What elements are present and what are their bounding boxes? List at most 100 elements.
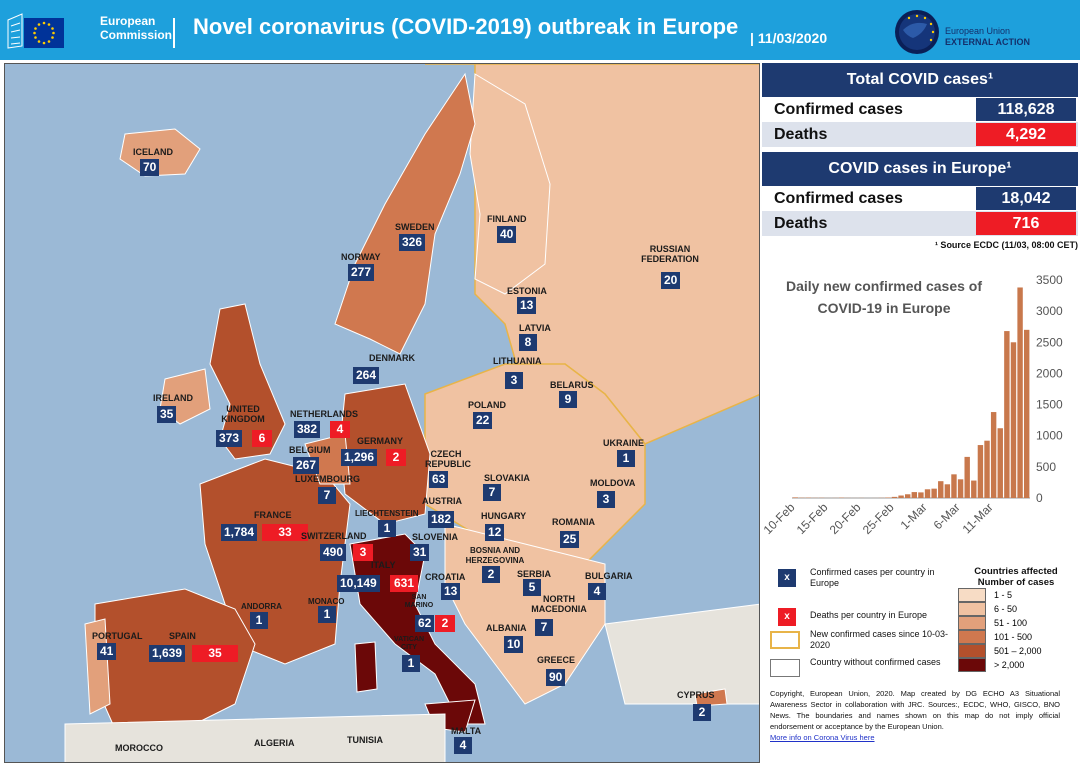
uk-region (209, 303, 286, 460)
daily-cases-chart: 0 500 1000 1500 2000 2500 3000 3500 10-Feb15-Feb… (762, 273, 1063, 537)
country-label-albania: ALBANIA (486, 623, 527, 633)
country-label-belgium: BELGIUM (289, 445, 331, 455)
chart-y-tick-label: 0 (1036, 491, 1043, 505)
chart-bar (918, 492, 924, 498)
country-label-bulgaria: BULGARIA (585, 571, 633, 581)
chart-x-tick-label: 10-Feb (762, 500, 798, 537)
total-cases-header: Total COVID cases¹ (762, 63, 1078, 97)
map-shapes (64, 64, 759, 762)
cases-badge-latvia: 8 (519, 334, 537, 351)
header-bar: European Commission Novel coronavirus (C… (0, 0, 1080, 60)
ramp-row: 101 - 500 (956, 630, 1076, 644)
chart-bar (944, 484, 951, 498)
chart-bar (964, 456, 970, 498)
total-deaths-label: Deaths (774, 126, 828, 143)
chart-y-tick-label: 500 (1036, 460, 1056, 474)
country-label-tunisia: TUNISIA (347, 735, 383, 745)
total-confirmed-value: 118,628 (976, 98, 1076, 121)
country-label-san-marino: SAN MARINO (404, 594, 434, 609)
ramp-swatch (958, 630, 986, 644)
cases-badge-estonia: 13 (517, 297, 537, 314)
chart-bar (938, 481, 944, 498)
ramp-label: 51 - 100 (994, 618, 1028, 628)
finland-region (469, 73, 551, 295)
chart-bar (951, 474, 957, 498)
chart-bar (990, 412, 997, 498)
europe-map: ICELAND 70 NORWAY 277 SWEDEN 326 FINLAND… (4, 63, 760, 763)
legend-new-swatch (770, 631, 800, 649)
ramp-swatch (958, 658, 986, 672)
total-confirmed-row: Confirmed cases 118,628 (762, 97, 1078, 122)
ramp-swatch (958, 602, 986, 616)
cases-badge-monaco: 1 (318, 606, 336, 623)
chart-y-tick-label: 3500 (1036, 273, 1063, 287)
country-label-monaco: MONACO (308, 597, 345, 606)
cases-badge-iceland: 70 (140, 159, 160, 176)
country-label-slovenia: SLOVENIA (412, 532, 459, 542)
cases-badge-moldova: 3 (597, 491, 615, 508)
country-label-serbia: SERBIA (517, 569, 552, 579)
europe-confirmed-label: Confirmed cases (774, 190, 903, 207)
ramp-title: Countries affected Number of cases (974, 566, 1058, 588)
chart-bar (984, 440, 990, 498)
cases-badge-malta: 4 (454, 737, 472, 754)
portugal-region (84, 618, 111, 715)
ec-label: European Commission (100, 14, 173, 42)
country-label-andorra: ANDORRA (241, 602, 282, 611)
country-label-croatia: CROATIA (425, 572, 466, 582)
cases-badge-slovakia: 7 (483, 484, 501, 501)
cases-badge-portugal: 41 (97, 643, 117, 660)
country-label-greece: GREECE (537, 655, 576, 665)
more-info-link[interactable]: More info on Corona Virus here (770, 733, 875, 742)
country-label-switzerland: SWITZERLAND (301, 531, 367, 541)
ramp-label: > 2,000 (994, 660, 1025, 670)
cases-badge-lithuania: 3 (505, 372, 523, 389)
scandinavia-region (334, 72, 476, 355)
country-label-denmark: DENMARK (369, 353, 415, 363)
cases-badge-hungary: 12 (485, 524, 505, 541)
country-label-austria: AUSTRIA (422, 496, 462, 506)
country-label-uk: UNITED KINGDOM (221, 404, 265, 424)
country-label-bosnia: BOSNIA AND HERZEGOVINA (465, 546, 525, 565)
country-label-vatican: VATICAN CITY (393, 636, 425, 651)
chart-bar (1023, 329, 1030, 498)
country-label-estonia: ESTONIA (507, 286, 547, 296)
cases-badge-switzerland: 490 (320, 544, 347, 561)
cases-badge-italy: 10,149 (337, 575, 380, 592)
deaths-badge-switzerland: 3 (353, 544, 373, 561)
cases-badge-albania: 10 (504, 636, 524, 653)
country-label-cyprus: CYPRUS (677, 690, 715, 700)
total-confirmed-label: Confirmed cases (774, 101, 903, 118)
cases-badge-liechtenstein: 1 (378, 520, 396, 537)
country-label-romania: ROMANIA (552, 517, 595, 527)
cases-badge-greece: 90 (546, 669, 566, 686)
ramp-label: 6 - 50 (994, 604, 1018, 614)
chart-x-tick-label: 15-Feb (794, 500, 831, 537)
cases-badge-andorra: 1 (250, 612, 268, 629)
cases-badge-ireland: 35 (157, 406, 177, 423)
cyprus-region (694, 688, 728, 707)
cases-badge-austria: 182 (428, 511, 455, 528)
deaths-badge-uk: 6 (252, 430, 272, 447)
cases-badge-czech: 63 (429, 471, 449, 488)
country-label-moldova: MOLDOVA (590, 478, 636, 488)
chart-bar (898, 495, 904, 498)
country-label-ukraine: UKRAINE (603, 438, 645, 448)
europe-deaths-value: 716 (976, 212, 1076, 235)
chart-x-tick-label: 6-Mar (931, 500, 963, 532)
country-label-france: FRANCE (254, 510, 292, 520)
cases-badge-sweden: 326 (399, 234, 426, 251)
deaths-badge-italy: 631 (390, 575, 419, 592)
sardinia-region (354, 641, 378, 693)
country-label-belarus: BELARUS (550, 380, 594, 390)
ramp-swatch (958, 588, 986, 602)
chart-bar (904, 494, 911, 498)
cases-badge-romania: 25 (560, 531, 580, 548)
ramp-label: 101 - 500 (994, 632, 1033, 642)
ramp-label: 1 - 5 (994, 590, 1013, 600)
cases-badge-bosnia: 2 (482, 566, 500, 583)
chart-bar (971, 480, 977, 498)
header-divider (173, 18, 175, 48)
cases-badge-finland: 40 (497, 226, 517, 243)
cases-badge-norway: 277 (348, 264, 375, 281)
